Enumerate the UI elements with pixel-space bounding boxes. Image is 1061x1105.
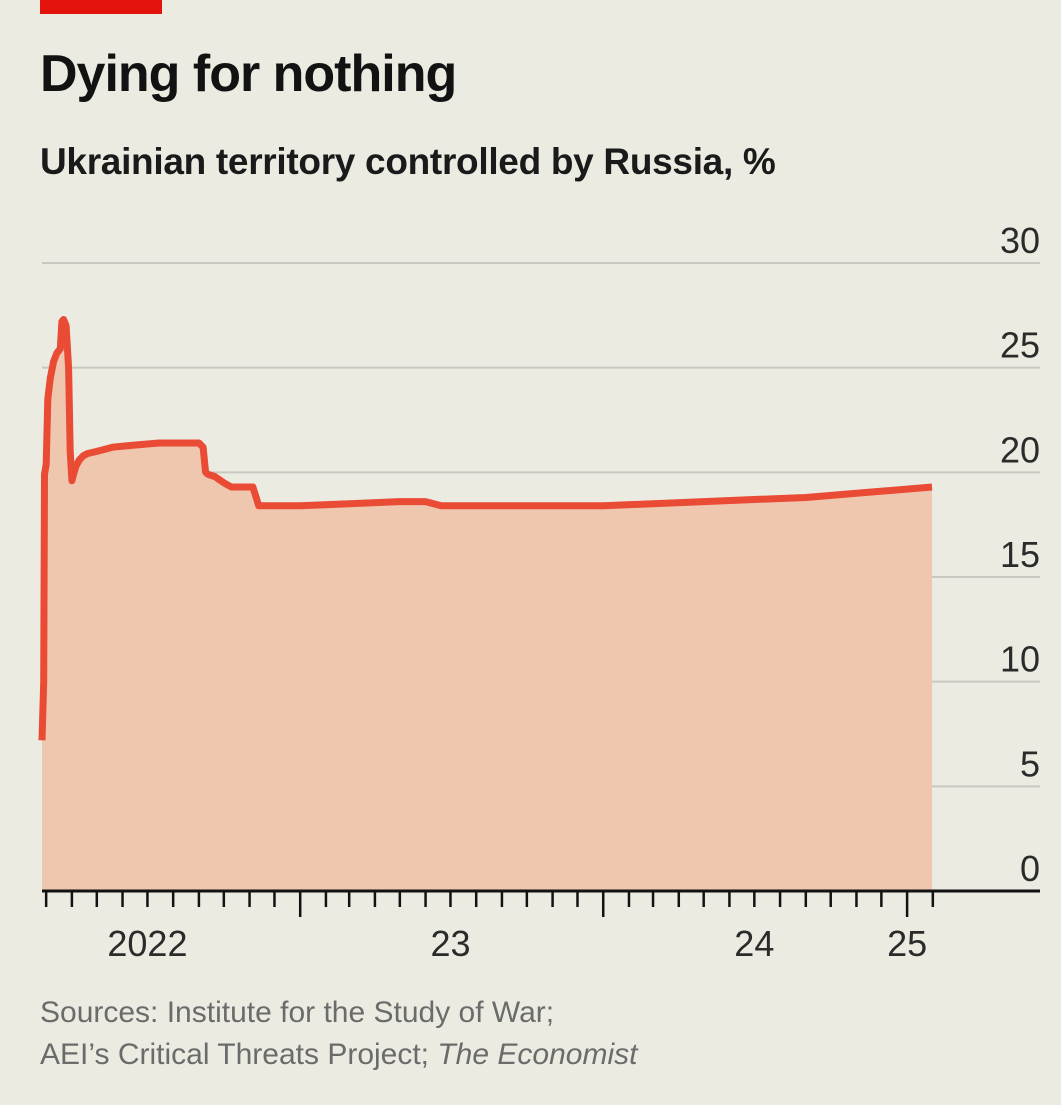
x-tick-label-23: 23	[430, 923, 470, 964]
x-tick-label-25: 25	[887, 923, 927, 964]
source-line-1: Sources: Institute for the Study of War;	[40, 996, 555, 1029]
line-layer	[38, 316, 933, 741]
area-layer	[42, 319, 932, 891]
y-tick-label-15: 15	[1000, 534, 1040, 575]
brand-tag	[40, 0, 162, 14]
y-tick-label-5: 5	[1020, 743, 1040, 784]
series-area	[42, 319, 932, 891]
chart-subtitle: Ukrainian territory controlled by Russia…	[40, 141, 776, 182]
series-line	[38, 316, 933, 741]
y-tick-label-30: 30	[1000, 220, 1040, 261]
label-layer: 0 5 10 15 20 25 30 2022 23 24 25	[107, 220, 1040, 964]
y-tick-label-25: 25	[1000, 325, 1040, 366]
axis-layer	[42, 889, 1040, 917]
y-tick-label-10: 10	[1000, 639, 1040, 680]
source-line-2-italic: The Economist	[437, 1038, 638, 1071]
x-tick-label-2022: 2022	[107, 923, 187, 964]
source-line-2-prefix: AEI’s Critical Threats Project;	[40, 1038, 438, 1071]
source-line-2: AEI’s Critical Threats Project; The Econ…	[40, 1034, 637, 1076]
source-note: Sources: Institute for the Study of War;…	[40, 992, 637, 1076]
x-tick-label-24: 24	[734, 923, 774, 964]
y-tick-label-0: 0	[1020, 848, 1040, 889]
chart-title: Dying for nothing	[40, 45, 457, 103]
y-tick-label-20: 20	[1000, 429, 1040, 470]
